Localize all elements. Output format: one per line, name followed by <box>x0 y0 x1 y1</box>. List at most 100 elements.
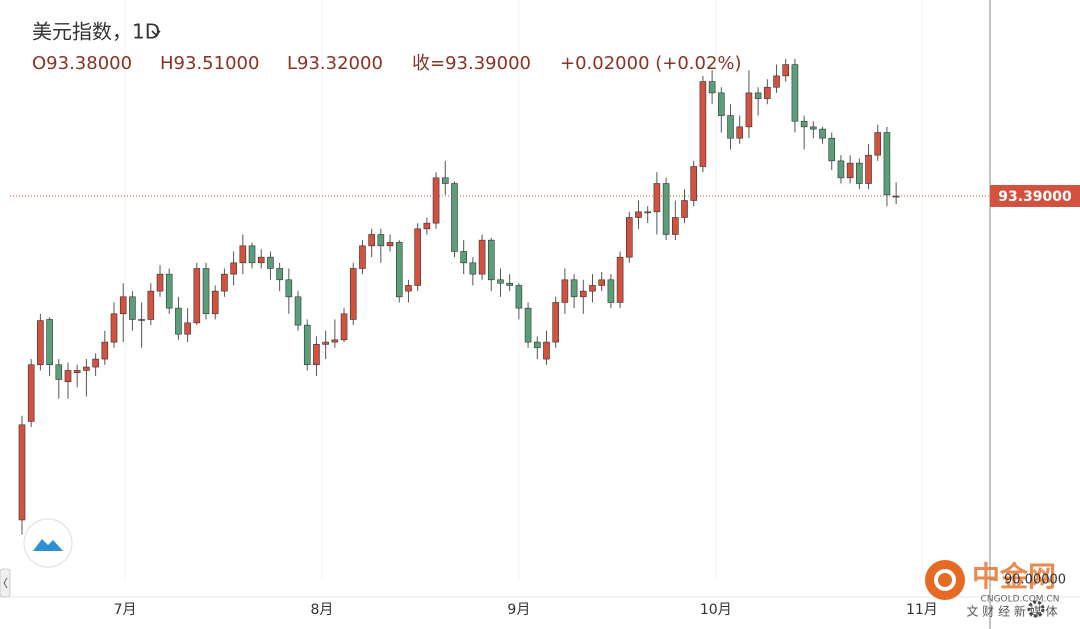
watermark-logo <box>925 560 965 600</box>
candle-body <box>294 296 302 326</box>
candle-body <box>221 273 228 292</box>
watermark-logo-mark <box>934 569 956 591</box>
candle-body <box>101 341 109 360</box>
candle-body <box>147 290 155 320</box>
candle-body <box>395 242 403 298</box>
candle-body <box>441 177 449 184</box>
x-tick-label: 9月 <box>507 602 530 618</box>
watermark-domain: CNGOLD.COM.CN <box>981 595 1060 605</box>
x-tick-label: 11月 <box>906 602 938 618</box>
candle-body <box>469 262 477 275</box>
settings-button[interactable] <box>1027 600 1045 618</box>
candle-body <box>607 279 615 303</box>
candle-body <box>699 81 707 167</box>
scroll-left-icon[interactable] <box>3 577 8 589</box>
candle-body <box>874 132 882 156</box>
candle-body <box>524 307 532 343</box>
candle-body <box>55 364 63 380</box>
candle-body <box>129 296 136 320</box>
candle-body <box>497 279 504 284</box>
candle-body <box>800 120 808 128</box>
candle-body <box>239 245 247 264</box>
candle-body <box>764 86 771 99</box>
candle-body <box>653 183 661 213</box>
candle-body <box>570 279 578 298</box>
candle-body <box>745 92 753 128</box>
candle-body <box>193 268 201 324</box>
candle-body <box>672 217 679 235</box>
candle-body <box>359 245 366 269</box>
candle-body <box>487 239 495 281</box>
logo-circle[interactable] <box>23 518 73 568</box>
candle-body <box>819 128 826 139</box>
candle-body <box>386 242 394 247</box>
candle-body <box>837 160 845 179</box>
candle-body <box>883 132 891 196</box>
candle-body <box>257 256 265 264</box>
candle-body <box>598 279 605 286</box>
candle-body <box>138 319 145 321</box>
candle-body <box>267 256 274 269</box>
candle-body <box>322 341 329 345</box>
candle-body <box>349 268 357 320</box>
candle-body <box>340 313 348 341</box>
candle-body <box>165 273 173 309</box>
candle-body <box>46 319 53 366</box>
last-price-label: 93.39000 <box>998 189 1072 205</box>
watermark-name: 中金网 <box>972 560 1056 593</box>
candle-body <box>285 279 293 298</box>
logo-icon[interactable] <box>33 539 63 551</box>
candle-body <box>506 282 513 286</box>
last-price-box <box>990 184 1080 207</box>
candle-body <box>156 273 164 292</box>
candle-body <box>828 137 836 162</box>
interval-dropdown[interactable] <box>151 30 161 37</box>
logo-button[interactable] <box>23 518 73 568</box>
candle-body <box>625 217 633 258</box>
candle-body <box>64 370 72 383</box>
candle-body <box>230 262 237 275</box>
candle-body <box>37 320 44 366</box>
candle-body <box>92 358 99 368</box>
candle-body <box>175 307 182 335</box>
candle-body <box>414 228 421 286</box>
candle-body <box>773 75 780 88</box>
candle-body <box>313 344 320 366</box>
candle-body <box>331 339 339 343</box>
candle-body <box>635 211 642 218</box>
candle-body <box>533 341 541 349</box>
candle-body <box>644 211 652 214</box>
candle-body <box>846 162 854 179</box>
x-tick-label: 10月 <box>700 602 732 618</box>
candle-body <box>73 370 81 373</box>
candle-body <box>478 239 486 275</box>
candle-body <box>579 290 587 298</box>
candle-body <box>662 183 670 235</box>
candle-body <box>552 302 559 343</box>
settings-icon[interactable] <box>1027 600 1045 618</box>
candle-body <box>515 285 523 309</box>
candle-body <box>202 268 210 315</box>
ohlc-value: L93.32000 <box>287 53 383 74</box>
candle-body <box>110 313 118 343</box>
candle-body <box>432 177 440 224</box>
candle-body <box>681 200 688 218</box>
candle-body <box>810 126 817 130</box>
candle-body <box>276 268 283 281</box>
candle-body <box>27 364 35 422</box>
candle-body <box>589 285 596 292</box>
candle-body <box>892 195 900 198</box>
candle-body <box>782 64 790 77</box>
ohlc-value: 收=93.39000 <box>412 53 531 74</box>
scroll-left[interactable] <box>0 568 11 598</box>
x-tick-label: 7月 <box>114 602 137 618</box>
candle-body <box>791 64 799 122</box>
chart-title: 美元指数，1D <box>32 20 160 44</box>
candle-body <box>708 81 716 94</box>
ohlc-value: H93.51000 <box>160 53 259 74</box>
candle-body <box>451 183 458 252</box>
candle-body <box>368 234 375 247</box>
candle-body <box>248 245 256 264</box>
